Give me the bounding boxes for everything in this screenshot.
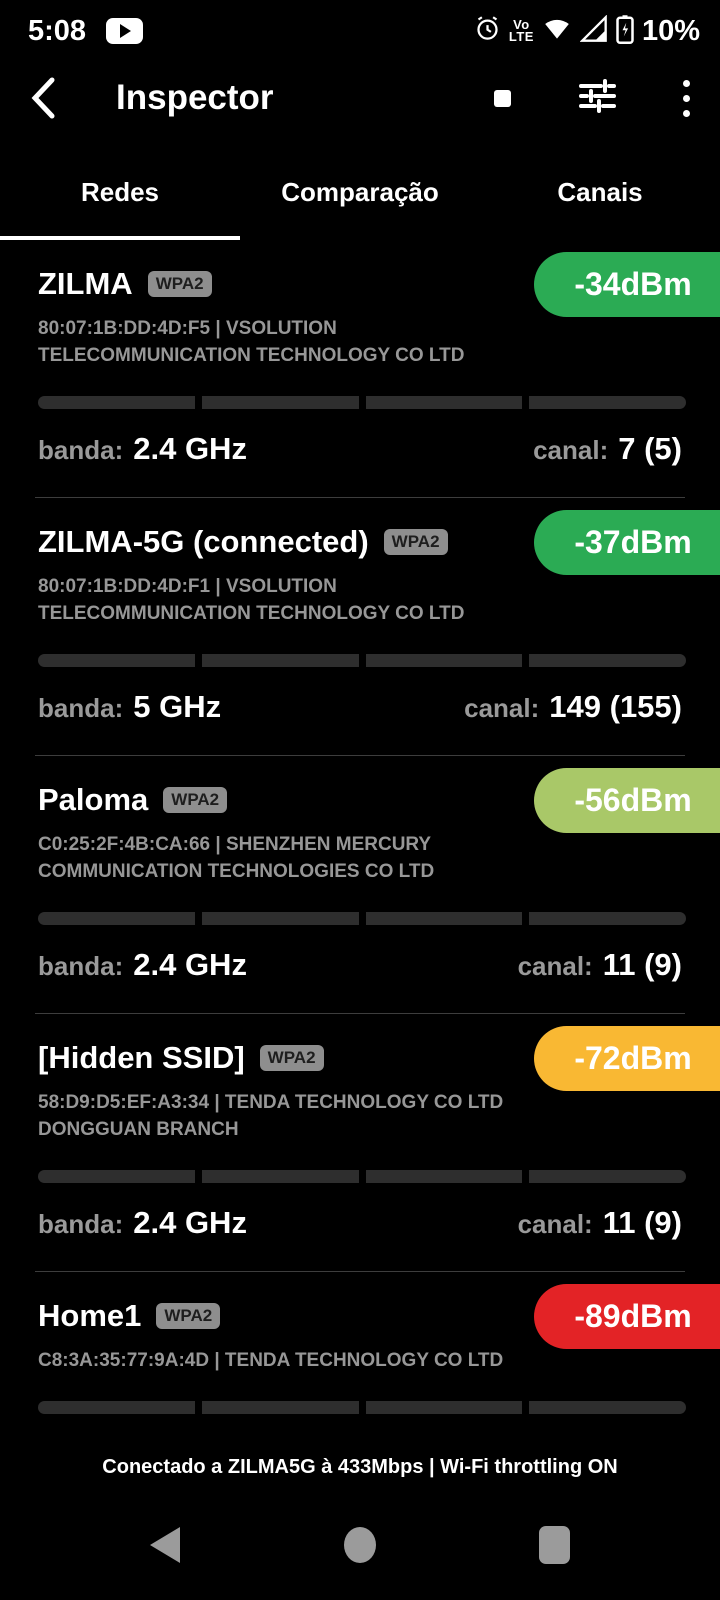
band-value: 2.4 GHz: [133, 947, 247, 982]
band-label: banda:: [38, 1209, 124, 1239]
signal-meter: [38, 654, 686, 667]
card-divider: [35, 1013, 685, 1014]
wifi-icon: [542, 15, 572, 47]
security-badge: WPA2: [156, 1303, 221, 1329]
signal-strength-badge: -37dBm: [534, 510, 720, 575]
security-badge: WPA2: [147, 271, 212, 297]
ssid-label: [Hidden SSID]: [38, 1040, 245, 1075]
tab-redes[interactable]: Redes: [0, 144, 240, 240]
signal-meter: [38, 1401, 686, 1414]
ssid-label: ZILMA-5G (connected): [38, 524, 369, 559]
cell-signal-icon: [579, 14, 608, 48]
nav-back-icon[interactable]: [150, 1527, 180, 1563]
android-nav-bar: [0, 1490, 720, 1600]
channel-value: 149 (155): [549, 689, 682, 724]
overflow-menu-icon[interactable]: [683, 79, 690, 117]
youtube-notification-icon: [106, 18, 144, 44]
tab-canais[interactable]: Canais: [557, 176, 643, 207]
status-bar: 5:08 Vo LTE: [0, 0, 720, 52]
battery-percent: 10%: [641, 14, 700, 47]
clock: 5:08: [28, 14, 87, 47]
channel-value: 11 (9): [602, 947, 682, 982]
signal-strength-badge: -89dBm: [534, 1284, 720, 1349]
band-value: 2.4 GHz: [133, 1205, 247, 1240]
band-label: banda:: [38, 693, 124, 723]
network-card[interactable]: Paloma WPA2 C0:25:2F:4B:CA:66 | SHENZHEN…: [0, 756, 720, 1013]
tab-comparacao[interactable]: Comparação: [281, 176, 439, 207]
card-divider: [35, 497, 685, 498]
signal-strength-badge: -72dBm: [534, 1026, 720, 1091]
page-title: Inspector: [116, 78, 274, 117]
network-card[interactable]: Home1 WPA2 C8:3A:35:77:9A:4D | TENDA TEC…: [0, 1272, 720, 1444]
card-divider: [35, 1271, 685, 1272]
mac-vendor-label: C0:25:2F:4B:CA:66 | SHENZHEN MERCURY COM…: [38, 834, 435, 882]
volte-icon: Vo LTE: [508, 17, 534, 44]
alarm-icon: [474, 15, 501, 47]
band-label: banda:: [38, 951, 124, 981]
tab-bar: Redes Comparação Canais: [0, 144, 720, 240]
channel-label: canal:: [533, 435, 609, 465]
channel-label: canal:: [517, 951, 593, 981]
nav-recents-icon[interactable]: [539, 1526, 570, 1564]
signal-meter: [38, 1170, 686, 1183]
network-card[interactable]: ZILMA-5G (connected) WPA2 80:07:1B:DD:4D…: [0, 498, 720, 755]
nav-home-icon[interactable]: [343, 1527, 376, 1563]
mac-vendor-label: 80:07:1B:DD:4D:F1 | VSOLUTION TELECOMMUN…: [38, 576, 465, 624]
band-value: 5 GHz: [133, 689, 222, 724]
band-channel-row: banda: 2.4 GHz canal: 7 (5): [38, 431, 682, 467]
card-divider: [35, 755, 685, 756]
network-card[interactable]: ZILMA WPA2 80:07:1B:DD:4D:F5 | VSOLUTION…: [0, 240, 720, 497]
filter-tune-icon[interactable]: [577, 78, 617, 119]
back-button[interactable]: [30, 76, 70, 120]
stop-scan-icon[interactable]: [494, 89, 511, 107]
band-channel-row: banda: 5 GHz canal: 149 (155): [38, 689, 682, 725]
ssid-label: Paloma: [38, 782, 149, 817]
ssid-label: ZILMA: [38, 266, 133, 301]
channel-label: canal:: [517, 1209, 593, 1239]
band-label: banda:: [38, 435, 124, 465]
channel-label: canal:: [464, 693, 540, 723]
security-badge: WPA2: [163, 787, 228, 813]
channel-value: 7 (5): [618, 431, 682, 466]
app-bar: Inspector: [0, 52, 720, 144]
signal-strength-badge: -56dBm: [534, 768, 720, 833]
band-channel-row: banda: 2.4 GHz canal: 11 (9): [38, 947, 682, 983]
mac-vendor-label: 80:07:1B:DD:4D:F5 | VSOLUTION TELECOMMUN…: [38, 318, 465, 366]
mac-vendor-label: 58:D9:D5:EF:A3:34 | TENDA TECHNOLOGY CO …: [38, 1092, 504, 1140]
ssid-label: Home1: [38, 1298, 142, 1333]
network-list: ZILMA WPA2 80:07:1B:DD:4D:F5 | VSOLUTION…: [0, 240, 720, 1444]
signal-meter: [38, 396, 686, 409]
channel-value: 11 (9): [602, 1205, 682, 1240]
battery-icon: [616, 14, 634, 49]
security-badge: WPA2: [259, 1045, 324, 1071]
band-channel-row: banda: 2.4 GHz canal: 11 (9): [38, 1205, 682, 1241]
signal-meter: [38, 912, 686, 925]
signal-strength-badge: -34dBm: [534, 252, 720, 317]
band-value: 2.4 GHz: [133, 431, 247, 466]
connection-status: Conectado a ZILMA5G à 433Mbps | Wi-Fi th…: [102, 1456, 618, 1478]
network-card[interactable]: [Hidden SSID] WPA2 58:D9:D5:EF:A3:34 | T…: [0, 1014, 720, 1271]
mac-vendor-label: C8:3A:35:77:9A:4D | TENDA TECHNOLOGY CO …: [38, 1350, 504, 1371]
security-badge: WPA2: [383, 529, 448, 555]
